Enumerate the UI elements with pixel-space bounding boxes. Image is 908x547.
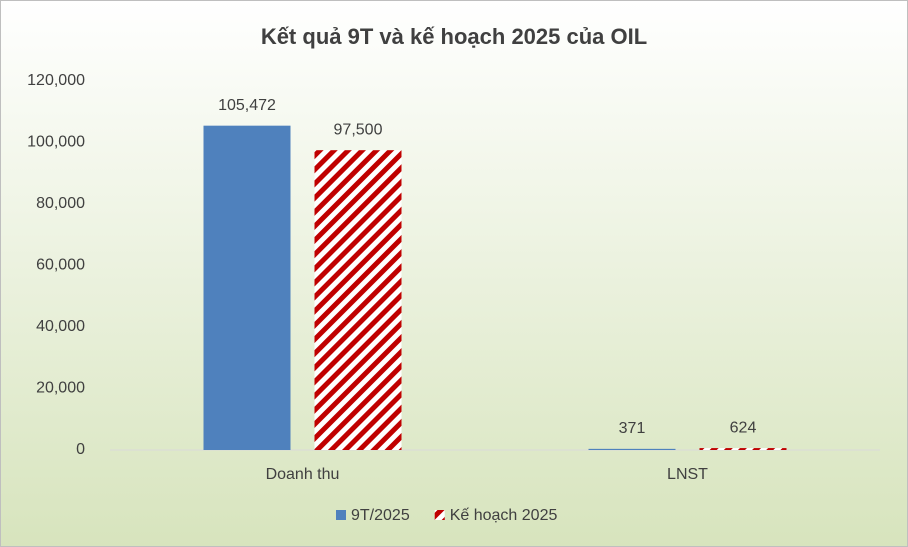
y-tick-label: 80,000 [36,195,85,212]
y-tick-label: 100,000 [27,134,85,151]
bar [314,150,402,450]
legend-label: Kế hoạch 2025 [450,507,558,524]
y-tick-label: 120,000 [27,72,85,89]
y-tick-label: 20,000 [36,380,85,397]
bar [588,448,676,450]
x-tick-label: LNST [667,466,708,483]
chart-title: Kết quả 9T và kế hoạch 2025 của OIL [261,24,647,49]
y-tick-label: 0 [76,441,85,458]
bar [203,125,291,451]
value-label: 624 [730,419,757,436]
y-tick-label: 40,000 [36,318,85,335]
bar [699,448,787,450]
value-label: 371 [619,420,646,437]
legend-swatch [434,510,445,520]
x-tick-label: Doanh thu [266,466,340,483]
y-tick-label: 60,000 [36,257,85,274]
legend-swatch [336,510,346,520]
legend-label: 9T/2025 [351,507,410,524]
value-label: 97,500 [334,121,383,138]
value-label: 105,472 [218,97,276,114]
